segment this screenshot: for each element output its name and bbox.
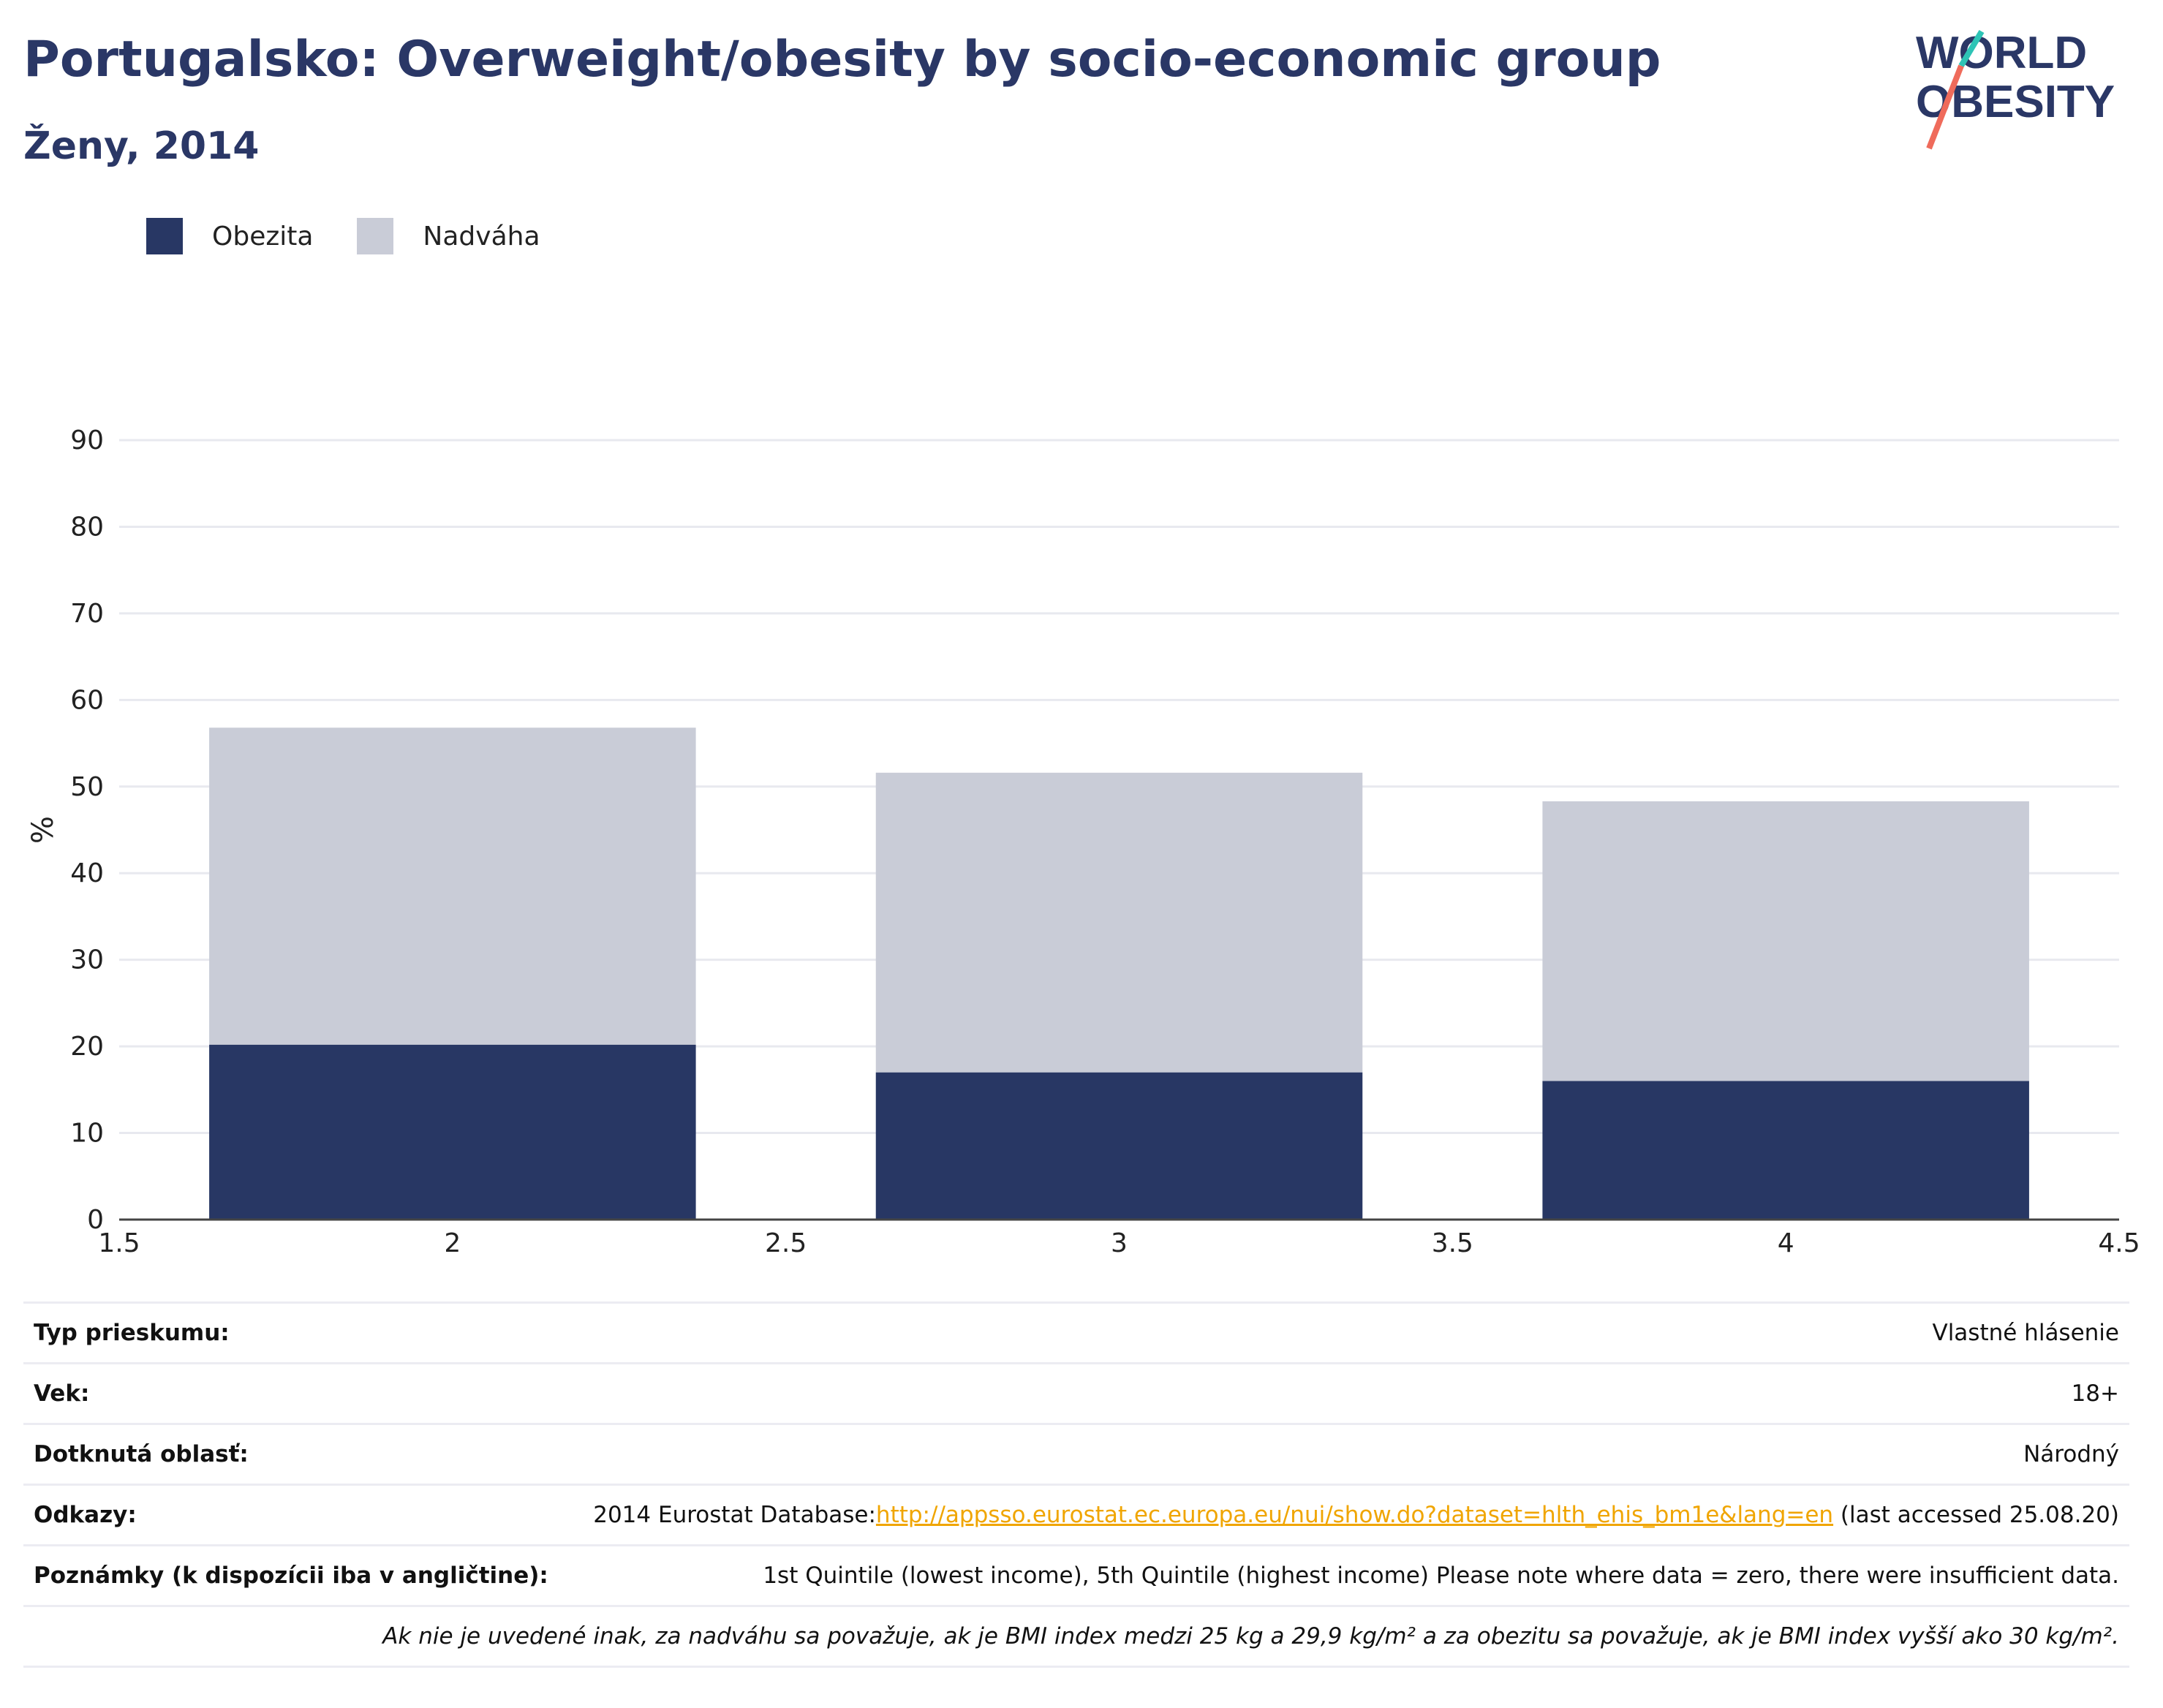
logo-slash-coral: [1926, 64, 1964, 150]
y-axis-label: %: [26, 816, 60, 844]
age-value: 18+: [2071, 1380, 2119, 1407]
footnote-text: Ak nie je uvedené inak, za nadváhu sa po…: [382, 1623, 2119, 1650]
bar-obezita: [1542, 1081, 2029, 1220]
y-tick-label: 90: [70, 426, 104, 456]
y-tick-label: 40: [70, 858, 104, 888]
x-tick-label: 2.5: [765, 1228, 807, 1258]
refs-link[interactable]: http://appsso.eurostat.ec.europa.eu/nui/…: [875, 1502, 1834, 1528]
x-tick-label: 4: [1778, 1228, 1794, 1258]
y-tick-label: 30: [70, 945, 104, 975]
legend: Obezita Nadváha: [146, 218, 584, 254]
age-label: Vek:: [34, 1380, 90, 1407]
legend-swatch-obezita: [146, 218, 183, 254]
legend-swatch-nadvaha: [357, 218, 394, 254]
y-tick-label: 0: [87, 1205, 104, 1235]
x-tick-label: 2: [444, 1228, 461, 1258]
notes-label: Poznámky (k dispozícii iba v angličtine)…: [34, 1562, 548, 1589]
bar-nadvaha: [1542, 801, 2029, 1081]
bar-obezita: [209, 1044, 696, 1220]
logo-slash-teal: [1958, 29, 1985, 68]
area-label: Dotknutá oblasť:: [34, 1441, 249, 1467]
y-tick-label: 10: [70, 1119, 104, 1149]
world-obesity-logo: WORLD OBESITY: [1916, 28, 2115, 150]
x-tick-label: 3.5: [1432, 1228, 1473, 1258]
x-tick-label: 4.5: [2098, 1228, 2140, 1258]
legend-label-nadvaha: Nadváha: [423, 221, 540, 252]
info-row-age: Vek: 18+: [23, 1362, 2129, 1423]
legend-label-obezita: Obezita: [212, 221, 314, 252]
x-tick-label: 3: [1111, 1228, 1128, 1258]
bar-nadvaha: [875, 772, 1363, 1073]
info-row-area: Dotknutá oblasť: Národný: [23, 1423, 2129, 1484]
info-row-refs: Odkazy: 2014 Eurostat Database:http://ap…: [23, 1484, 2129, 1544]
y-tick-label: 80: [70, 512, 104, 542]
survey-type-value: Vlastné hlásenie: [1932, 1320, 2119, 1346]
info-row-notes: Poznámky (k dispozícii iba v angličtine)…: [23, 1544, 2129, 1605]
refs-suffix: (last accessed 25.08.20): [1833, 1502, 2119, 1528]
chart-title: Portugalsko: Overweight/obesity by socio…: [23, 31, 1661, 88]
y-tick-label: 20: [70, 1032, 104, 1062]
y-tick-label: 60: [70, 685, 104, 715]
info-table: Typ prieskumu: Vlastné hlásenie Vek: 18+…: [23, 1301, 2129, 1668]
y-tick-label: 70: [70, 599, 104, 629]
legend-item-obezita[interactable]: Obezita: [146, 218, 313, 254]
bar-chart: 0 10 20 30 40 50 60 70 80 90% 1.5 2 2.5 3 3.5 4 4.5: [26, 426, 2140, 1258]
area-value: Národný: [2023, 1441, 2119, 1467]
survey-type-label: Typ prieskumu:: [34, 1320, 230, 1346]
info-row-footnote: Ak nie je uvedené inak, za nadváhu sa po…: [23, 1605, 2129, 1668]
legend-item-nadvaha[interactable]: Nadváha: [357, 218, 540, 254]
refs-prefix: 2014 Eurostat Database:: [593, 1502, 876, 1528]
bar-nadvaha: [209, 728, 696, 1045]
x-tick-label: 1.5: [98, 1228, 140, 1258]
notes-value: 1st Quintile (lowest income), 5th Quinti…: [763, 1562, 2119, 1589]
logo-word-1: WORLD: [1916, 28, 2087, 78]
chart-subtitle: Ženy, 2014: [23, 124, 260, 168]
refs-value: 2014 Eurostat Database:http://appsso.eur…: [593, 1502, 2129, 1528]
refs-label: Odkazy:: [34, 1502, 137, 1528]
y-tick-label: 50: [70, 772, 104, 802]
info-row-survey: Typ prieskumu: Vlastné hlásenie: [23, 1301, 2129, 1362]
bar-obezita: [875, 1072, 1363, 1220]
